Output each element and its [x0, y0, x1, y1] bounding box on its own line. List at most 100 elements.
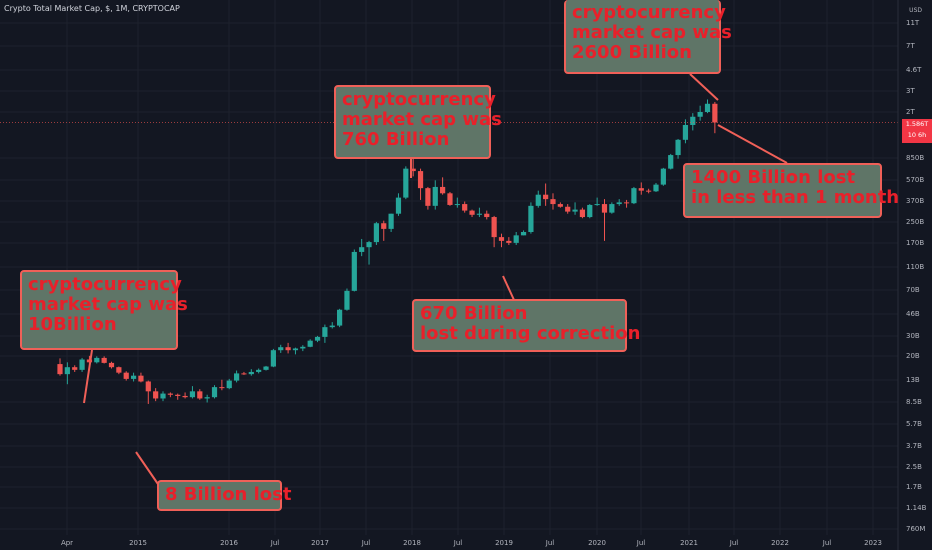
candle-body: [79, 359, 85, 370]
candle: [697, 105, 703, 121]
candle-body: [337, 309, 343, 326]
candle: [189, 386, 196, 399]
x-tick-label: 2019: [495, 539, 513, 547]
candle-body: [211, 387, 218, 398]
candle-body: [256, 369, 262, 372]
current-price-tag: 1.586T 10 6h: [902, 119, 932, 143]
candle-body: [491, 217, 497, 238]
candle: [616, 199, 622, 206]
candle-body: [204, 397, 210, 399]
current-price-value: 1.586T: [905, 120, 929, 128]
time-axis[interactable]: Apr 2015 2016 Jul 2017 Jul 2018 Jul 2019 Jul 2020 J…: [61, 539, 882, 547]
candle: [344, 288, 350, 311]
candle: [145, 380, 151, 404]
candle-body: [388, 213, 394, 229]
candle: [86, 355, 93, 364]
candle: [631, 186, 637, 205]
candle-body: [182, 395, 188, 398]
candle-body: [417, 171, 424, 189]
candle: [233, 370, 240, 383]
candle-countdown: 10 6h: [907, 131, 927, 139]
candle-body: [572, 209, 578, 212]
y-tick-label: 7T: [906, 42, 915, 50]
x-tick-label: Jul: [636, 539, 646, 547]
candle: [601, 199, 608, 241]
candle: [543, 183, 549, 206]
candle-body: [520, 232, 527, 236]
annotation-8-billion-lost: 8 Billion lost: [157, 480, 292, 511]
candle-body: [587, 204, 593, 218]
candle: [381, 220, 387, 241]
price-axis[interactable]: 11T 7T 4.6T 3T 2T 850B 570B 370B 250B 170B 110B 70B…: [897, 0, 927, 550]
candle-body: [329, 325, 335, 328]
annotation-leader-line: [717, 124, 788, 164]
x-tick-label: 2015: [129, 539, 147, 547]
y-tick-label: 20B: [906, 352, 920, 360]
candle: [476, 207, 483, 218]
y-tick-label: 370B: [906, 197, 924, 205]
x-tick-label: Jul: [729, 539, 739, 547]
candle-body: [278, 347, 284, 351]
candle: [337, 308, 343, 328]
candle-body: [322, 327, 328, 337]
candle-body: [94, 357, 100, 363]
candle: [219, 379, 225, 391]
candle-body: [425, 188, 431, 206]
x-tick-label: Jul: [270, 539, 280, 547]
candle: [182, 392, 188, 399]
candle: [292, 347, 299, 355]
candle-body: [697, 112, 703, 117]
candle: [270, 348, 276, 368]
candle: [535, 190, 541, 208]
candle-body: [64, 367, 70, 375]
y-tick-label: 11T: [906, 19, 920, 27]
candle: [160, 391, 166, 402]
candle-body: [395, 197, 402, 214]
candle: [660, 167, 666, 186]
candle: [197, 389, 203, 400]
y-tick-label: 5.7B: [906, 420, 922, 428]
candle: [498, 233, 505, 248]
candle: [307, 339, 313, 348]
candle: [623, 199, 630, 208]
candle: [395, 193, 402, 216]
candle-body: [565, 206, 571, 212]
candle: [359, 238, 365, 257]
candle-body: [690, 116, 696, 125]
candle: [594, 197, 600, 206]
candle: [712, 101, 718, 134]
candle: [373, 221, 379, 245]
candle: [565, 204, 571, 214]
candle: [462, 201, 468, 213]
candle-body: [646, 190, 652, 192]
candle: [241, 371, 247, 375]
candle-body: [57, 364, 63, 375]
candle: [263, 365, 269, 371]
candle-body: [447, 193, 453, 205]
x-tick-label: 2017: [311, 539, 329, 547]
candle: [72, 365, 78, 372]
candle-body: [675, 139, 681, 156]
candle-body: [263, 366, 269, 370]
candle: [520, 230, 527, 236]
candle: [675, 138, 681, 159]
candle: [682, 119, 689, 144]
candle: [108, 361, 115, 369]
candle-body: [631, 188, 637, 204]
candle-body: [638, 188, 644, 191]
candle-body: [476, 213, 483, 215]
x-tick-label: 2020: [588, 539, 606, 547]
candle-body: [484, 213, 490, 218]
candle-body: [72, 367, 78, 370]
candle: [425, 186, 431, 210]
candle: [57, 358, 63, 376]
candle: [557, 202, 563, 208]
y-tick-label: 13B: [906, 376, 920, 384]
x-tick-label: Jul: [453, 539, 463, 547]
y-tick-label: 46B: [906, 310, 920, 318]
candle: [484, 210, 490, 220]
candle-body: [381, 223, 387, 229]
y-tick-label: 170B: [906, 239, 924, 247]
annotation-leader-lines: [83, 73, 788, 488]
candle-body: [601, 204, 608, 213]
